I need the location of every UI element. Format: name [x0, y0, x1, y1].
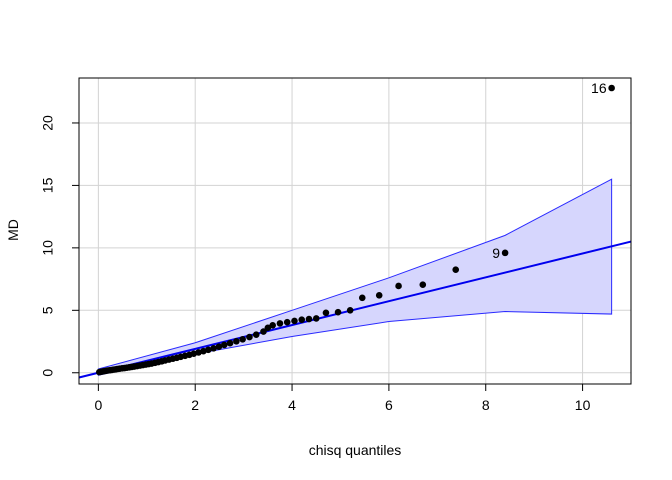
confidence-band — [97, 178, 613, 376]
data-point-60 — [395, 282, 402, 290]
reference-line-group — [78, 240, 632, 379]
data-point-56 — [334, 308, 342, 316]
data-point-62 — [452, 266, 460, 274]
reference-line — [78, 240, 632, 379]
data-point-57 — [346, 307, 354, 314]
data-points — [96, 84, 615, 376]
data-point-45 — [252, 331, 260, 338]
data-point-64 — [608, 84, 615, 92]
data-point-42 — [233, 337, 240, 345]
x-tick-label-0: 0 — [94, 397, 102, 413]
data-point-54 — [312, 315, 320, 322]
data-point-39 — [215, 343, 223, 350]
data-point-40 — [220, 341, 228, 349]
x-tick-label-10: 10 — [575, 397, 591, 413]
x-axis: 0 2 4 6 8 10 — [94, 383, 591, 413]
data-point-58 — [358, 294, 366, 302]
point-label-16: 16 — [591, 80, 607, 96]
data-point-43 — [239, 335, 246, 343]
x-tick-label-8: 8 — [482, 397, 490, 413]
data-point-38 — [210, 344, 217, 352]
y-tick-label-10: 10 — [40, 240, 56, 256]
y-axis-label: MD — [5, 219, 21, 241]
y-tick-label-15: 15 — [40, 177, 56, 193]
x-tick-label-6: 6 — [385, 397, 393, 413]
x-tick-label-4: 4 — [288, 397, 296, 413]
data-point-61 — [419, 281, 427, 289]
y-tick-label-0: 0 — [40, 369, 56, 377]
data-point-46 — [260, 328, 267, 335]
confidence-band-area — [97, 178, 613, 376]
x-axis-label: chisq quantiles — [309, 442, 402, 458]
data-point-53 — [305, 315, 313, 323]
point-label-9: 9 — [492, 245, 500, 261]
data-point-52 — [298, 316, 306, 323]
y-axis: 0 5 10 15 20 — [40, 115, 80, 377]
data-point-63 — [501, 249, 509, 257]
y-tick-label-5: 5 — [40, 306, 56, 314]
data-point-41 — [226, 339, 234, 347]
data-point-49 — [276, 320, 284, 327]
y-tick-label-20: 20 — [40, 115, 56, 131]
data-point-47 — [264, 324, 272, 332]
data-point-59 — [375, 292, 383, 299]
x-tick-label-2: 2 — [191, 397, 199, 413]
data-point-44 — [246, 333, 253, 341]
point-labels: 9 16 — [492, 80, 607, 261]
data-point-50 — [283, 318, 291, 326]
data-point-37 — [204, 346, 212, 354]
data-point-51 — [291, 317, 298, 325]
data-point-55 — [322, 309, 330, 317]
data-point-48 — [269, 321, 276, 329]
